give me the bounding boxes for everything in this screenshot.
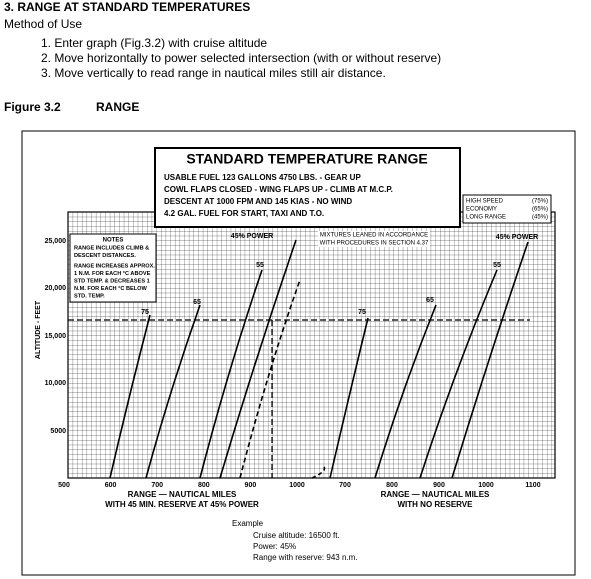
legend-box: [462, 194, 552, 224]
legend-value: (45%): [532, 215, 548, 221]
legend-label: HIGH SPEED: [466, 199, 504, 205]
condition: COWL FLAPS CLOSED - WING FLAPS UP - CLIM…: [164, 185, 393, 194]
x-tick-label: 700: [151, 482, 163, 489]
notes-title: NOTES: [103, 238, 124, 244]
note: RANGE INCLUDES CLIMB &: [74, 245, 149, 251]
chart-title: STANDARD TEMPERATURE RANGE: [186, 151, 427, 167]
x-tick-label: 900: [433, 482, 445, 489]
x-axis-label: RANGE — NAUTICAL MILES: [128, 490, 237, 499]
curve-label: 65: [193, 299, 201, 306]
mixture-note: MIXTURES LEANED IN ACCORDANCE: [320, 233, 428, 239]
curve: [109, 314, 151, 479]
example-line-text: Range with reserve: 943 n.m.: [253, 553, 358, 562]
example-title: Example: [232, 519, 264, 528]
y-tick-label: 5000: [50, 428, 66, 435]
curve: [239, 279, 301, 479]
title-box: [154, 147, 461, 228]
y-axis-label: ALTITUDE - FEET: [35, 300, 42, 359]
figure-number: Figure 3.2: [4, 100, 61, 114]
x-tick-label: 800: [198, 482, 210, 489]
curve-label: 55: [256, 262, 264, 269]
note: RANGE INCREASES APPROX.: [74, 263, 155, 269]
curve-label: 55: [493, 262, 501, 269]
example-line-text: Cruise altitude: 16500 ft.: [253, 531, 340, 540]
condition: USABLE FUEL 123 GALLONS 4750 LBS. - GEAR…: [164, 173, 361, 182]
x-tick-label: 500: [58, 482, 70, 489]
x-tick-label: 900: [245, 482, 257, 489]
x-axis-label: RANGE — NAUTICAL MILES: [381, 490, 490, 499]
legend-value: (75%): [532, 199, 548, 205]
figure-caption: RANGE: [96, 100, 139, 114]
x-tick-label: 700: [339, 482, 351, 489]
x-tick-label: 1100: [525, 482, 540, 489]
step: 3. Move vertically to read range in naut…: [41, 66, 386, 80]
x-tick-label: 1000: [478, 482, 494, 489]
curve-label: 65: [426, 297, 434, 304]
note: 1 N.M. FOR EACH °C ABOVE: [74, 271, 151, 277]
range-curves: [109, 239, 529, 479]
step: 2. Move horizontally to power selected i…: [41, 51, 441, 65]
condition: DESCENT AT 1000 FPM AND 145 KIAS - NO WI…: [164, 197, 352, 206]
y-tick-label: 20,000: [45, 285, 67, 292]
curve-label: 75: [141, 309, 149, 316]
note: N.M. FOR EACH °C BELOW: [74, 286, 147, 292]
curve: [374, 304, 437, 479]
curve: [145, 304, 201, 479]
y-tick-label: 10,000: [45, 380, 67, 387]
y-tick-label: 15,000: [45, 333, 67, 340]
curve: [311, 464, 326, 479]
curve: [451, 241, 529, 479]
legend-value: (65%): [532, 207, 548, 213]
heading: 3. RANGE AT STANDARD TEMPERATURES: [4, 0, 250, 14]
legend-label: ECONOMY: [466, 207, 497, 213]
notes-box: [69, 233, 157, 303]
note: STD TEMP. & DECREASES 1: [74, 278, 150, 284]
note: STD. TEMP.: [74, 293, 105, 299]
subheading: Method of Use: [4, 17, 82, 31]
condition: 4.2 GAL. FUEL FOR START, TAXI AND T.O.: [164, 209, 324, 218]
curve: [199, 269, 263, 479]
x-axis-label: WITH 45 MIN. RESERVE AT 45% POWER: [105, 500, 259, 509]
y-tick-label: 25,000: [45, 238, 67, 245]
x-tick-label: 800: [386, 482, 398, 489]
example-line-text: Power: 45%: [253, 542, 296, 551]
curve: [329, 317, 369, 479]
curve-label: 75: [358, 309, 366, 316]
figure-frame: [21, 130, 576, 576]
example-box: [248, 517, 408, 569]
note: DESCENT DISTANCES.: [74, 253, 136, 259]
curve: [219, 239, 297, 479]
x-tick-label: 1000: [289, 482, 305, 489]
curve-label: 45% POWER: [496, 234, 538, 241]
x-axis-label: WITH NO RESERVE: [398, 500, 474, 509]
curve-label: 45% POWER: [231, 233, 273, 240]
mixture-box: [318, 231, 430, 247]
curve: [419, 269, 498, 479]
mixture-note: WITH PROCEDURES IN SECTION 4.37: [320, 241, 429, 247]
step: 1. Enter graph (Fig.3.2) with cruise alt…: [41, 36, 267, 50]
legend-label: LONG RANGE: [466, 215, 506, 221]
x-tick-label: 600: [105, 482, 117, 489]
